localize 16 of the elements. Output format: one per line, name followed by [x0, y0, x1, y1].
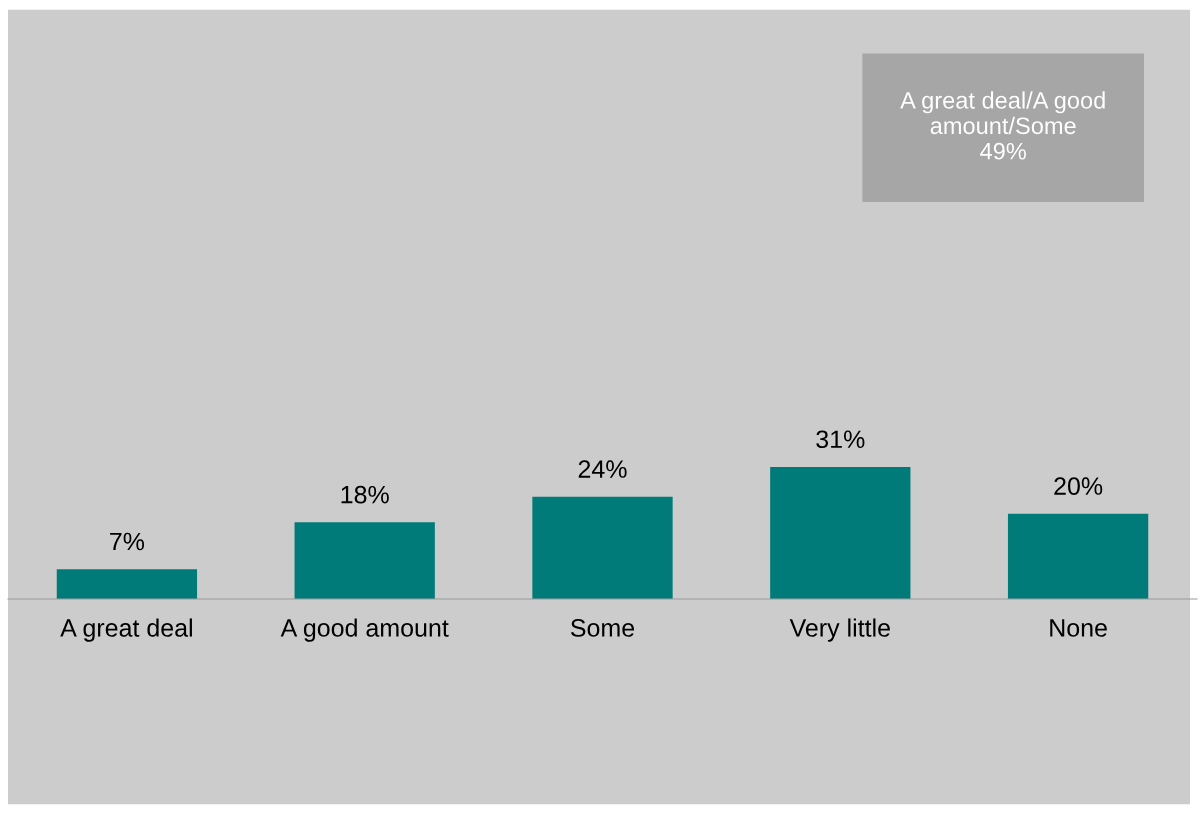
- bar: [294, 522, 435, 599]
- bar: [56, 569, 198, 599]
- bar: [770, 466, 911, 599]
- data-label: 18%: [341, 485, 389, 504]
- bar: [1007, 513, 1149, 599]
- data-label: 31%: [816, 430, 865, 449]
- x-tick-label: Some: [570, 619, 635, 637]
- data-label: 20%: [1054, 477, 1103, 495]
- x-tick-label: A good amount: [280, 618, 449, 642]
- bar: [532, 496, 673, 599]
- x-tick-label: None: [1050, 619, 1107, 637]
- data-label: 7%: [110, 532, 145, 551]
- data-label: 24%: [578, 460, 627, 478]
- x-tick-label: A great deal: [60, 618, 192, 642]
- text: A great deal/A good amount/Some 49%: [900, 91, 1105, 160]
- x-tick-label: Very little: [789, 618, 890, 642]
